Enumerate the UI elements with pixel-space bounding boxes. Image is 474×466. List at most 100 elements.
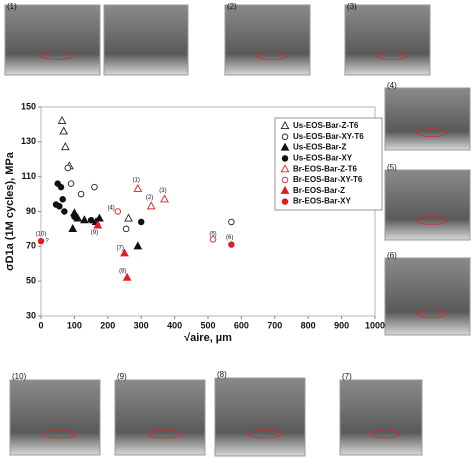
- x-tick-label: 1000: [365, 320, 385, 330]
- marker: [281, 133, 289, 141]
- defect-outline: [415, 308, 448, 318]
- panel-label: (3): [347, 2, 357, 11]
- defect-outline: [415, 215, 448, 225]
- micrograph: [384, 257, 471, 336]
- marker: [280, 121, 290, 130]
- point-annotation: (1): [133, 178, 140, 184]
- panel-label: (10): [12, 372, 27, 381]
- micrograph: [224, 4, 311, 76]
- legend-label: Us-EOS-Bar-XY-T6: [293, 132, 364, 141]
- x-tick-label: 400: [167, 320, 182, 330]
- x-tick-label: 500: [200, 320, 215, 330]
- marker: [37, 237, 45, 245]
- point-annotation: (5): [209, 232, 216, 238]
- marker: [80, 215, 89, 224]
- legend-label: Br-EOS-Bar-XY-T6: [293, 175, 363, 184]
- marker: [122, 272, 132, 281]
- micrograph: [114, 379, 206, 456]
- marker: [124, 213, 133, 222]
- x-tick-label: 0: [38, 320, 43, 330]
- marker: [68, 223, 78, 232]
- marker: [133, 241, 143, 250]
- marker: [64, 164, 71, 172]
- marker: [228, 241, 235, 248]
- marker: [280, 185, 290, 194]
- marker: [120, 248, 129, 257]
- marker: [59, 126, 69, 135]
- micrograph: [103, 4, 189, 76]
- marker: [61, 142, 70, 151]
- defect-outline: [255, 50, 288, 60]
- micrograph: [9, 379, 101, 456]
- defect-outline: [247, 429, 282, 439]
- defect-outline: [369, 429, 401, 439]
- point-annotation: (4): [107, 206, 114, 212]
- x-tick-label: 800: [301, 320, 316, 330]
- point-annotation: (8): [119, 268, 126, 274]
- micrograph: [384, 87, 471, 151]
- marker: [95, 213, 104, 222]
- marker: [67, 180, 75, 187]
- x-tick-label: 600: [234, 320, 249, 330]
- marker: [122, 225, 130, 233]
- marker: [59, 196, 66, 203]
- legend-label: Us-EOS-Bar-Z: [293, 143, 346, 152]
- y-tick-label: 90: [26, 206, 36, 216]
- marker: [281, 155, 289, 162]
- panel-label: (4): [387, 81, 397, 90]
- legend-label: Br-EOS-Bar-XY: [293, 197, 351, 206]
- marker: [137, 218, 145, 226]
- panel-label: (8): [217, 370, 227, 379]
- x-tick-label: 700: [267, 320, 282, 330]
- x-axis-label: √aire, µm: [184, 332, 232, 344]
- marker: [114, 208, 122, 215]
- legend-box: [274, 117, 383, 211]
- micrograph: [344, 4, 431, 76]
- legend-label: Us-EOS-Bar-XY: [293, 154, 353, 163]
- micrographs: (1) (2) (3) (4) (5) (6) (7) (8) (9) (10): [4, 2, 471, 457]
- point-annotation: (10): [36, 232, 47, 238]
- panel-label: (2): [227, 2, 237, 11]
- defect-outline: [147, 429, 182, 439]
- marker: [57, 115, 67, 124]
- point-annotation: (2): [146, 195, 153, 201]
- x-tick-label: 900: [334, 320, 349, 330]
- defect-outline: [39, 50, 75, 60]
- defect-outline: [375, 50, 408, 60]
- marker: [71, 213, 78, 220]
- marker: [87, 216, 95, 224]
- marker: [77, 190, 85, 198]
- marker: [280, 142, 290, 151]
- point-annotation: (7): [116, 246, 123, 252]
- y-tick-label: 110: [21, 171, 36, 181]
- point-annotation: (3): [159, 188, 166, 194]
- panel-label: (9): [117, 372, 127, 381]
- marker: [160, 194, 169, 203]
- y-tick-label: 150: [21, 101, 36, 111]
- marker: [280, 164, 290, 173]
- marker: [228, 218, 235, 226]
- micrograph: [339, 379, 423, 456]
- legend-label: Us-EOS-Bar-Z-T6: [293, 121, 359, 130]
- x-tick-label: 200: [100, 320, 115, 330]
- defect-outline: [415, 128, 448, 138]
- marker: [93, 220, 103, 229]
- y-tick-label: 50: [26, 276, 36, 286]
- point-annotation: ?: [45, 239, 49, 245]
- y-tick-label: 130: [21, 136, 36, 146]
- marker: [133, 183, 143, 192]
- marker: [56, 203, 63, 210]
- marker: [61, 208, 68, 215]
- legend-label: Br-EOS-Bar-Z: [293, 186, 345, 195]
- marker: [91, 183, 98, 191]
- marker: [281, 176, 289, 184]
- defect-outline: [42, 429, 77, 439]
- marker: [281, 198, 289, 205]
- panel-label: (1): [7, 2, 17, 11]
- point-annotation: (6): [226, 235, 233, 241]
- marker: [209, 236, 217, 243]
- panel-label: (6): [387, 251, 397, 260]
- legend-label: Br-EOS-Bar-Z-T6: [293, 164, 358, 173]
- micrograph: [214, 377, 306, 457]
